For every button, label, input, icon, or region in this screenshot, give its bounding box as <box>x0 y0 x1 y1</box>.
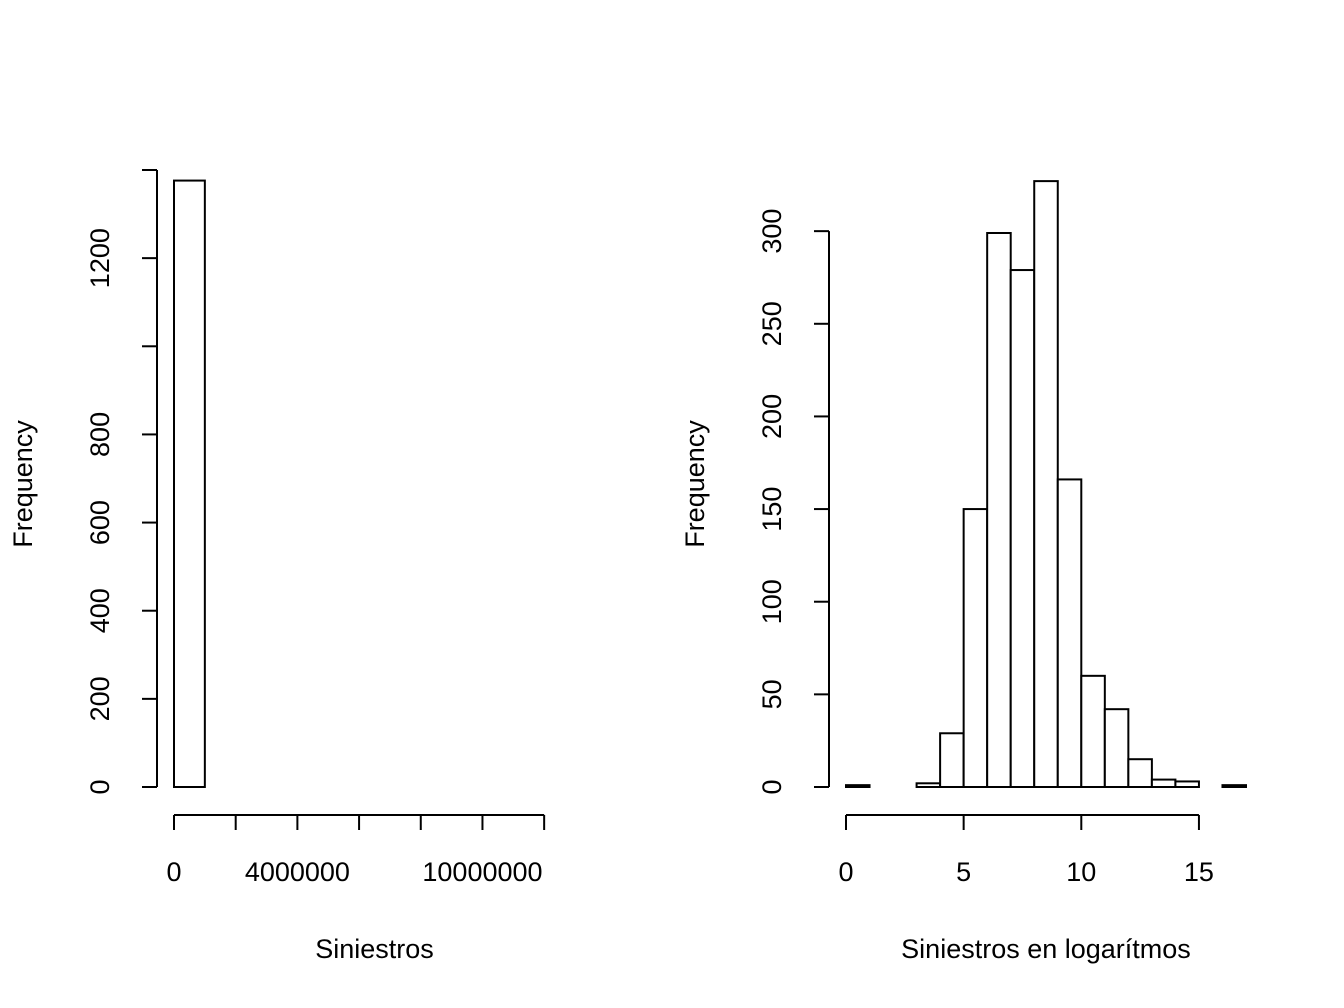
y-tick-label: 0 <box>757 779 787 794</box>
x-tick-label: 0 <box>838 857 853 887</box>
x-tick-label: 5 <box>956 857 971 887</box>
bar <box>1033 180 1059 788</box>
y-tick-label: 800 <box>85 412 115 457</box>
y-tick-label: 0 <box>85 779 115 794</box>
y-tick-label: 100 <box>757 579 787 624</box>
bar <box>173 179 206 788</box>
y-tick-label: 600 <box>85 500 115 545</box>
x-tick-label: 15 <box>1184 857 1214 887</box>
x-axis-label: Siniestros <box>315 934 434 964</box>
y-tick-label: 50 <box>757 679 787 709</box>
bar <box>845 784 871 789</box>
bar <box>915 782 942 789</box>
y-tick-label: 400 <box>85 588 115 633</box>
bar <box>986 231 1012 788</box>
x-tick-label: 0 <box>166 857 181 887</box>
y-tick-label: 1200 <box>85 228 115 288</box>
bar <box>1127 758 1153 789</box>
bar <box>939 732 965 789</box>
y-tick-label: 150 <box>757 487 787 532</box>
y-tick-label: 200 <box>757 394 787 439</box>
y-axis-label: Frequency <box>8 420 38 548</box>
x-tick-label: 4000000 <box>245 857 350 887</box>
bar <box>1174 780 1200 789</box>
bar <box>1009 269 1036 788</box>
bar <box>962 508 989 788</box>
y-tick-label: 250 <box>757 301 787 346</box>
y-axis-label: Frequency <box>680 420 710 548</box>
bar <box>1221 784 1247 789</box>
bar <box>1150 778 1177 788</box>
x-tick-label: 10 <box>1066 857 1096 887</box>
bar <box>1080 674 1106 789</box>
y-tick-label: 200 <box>85 676 115 721</box>
x-tick-label: 10000000 <box>422 857 542 887</box>
x-axis-label: Siniestros en logarítmos <box>901 934 1191 964</box>
y-tick-label: 300 <box>757 209 787 254</box>
bar <box>1056 478 1083 788</box>
bar <box>1103 708 1130 788</box>
